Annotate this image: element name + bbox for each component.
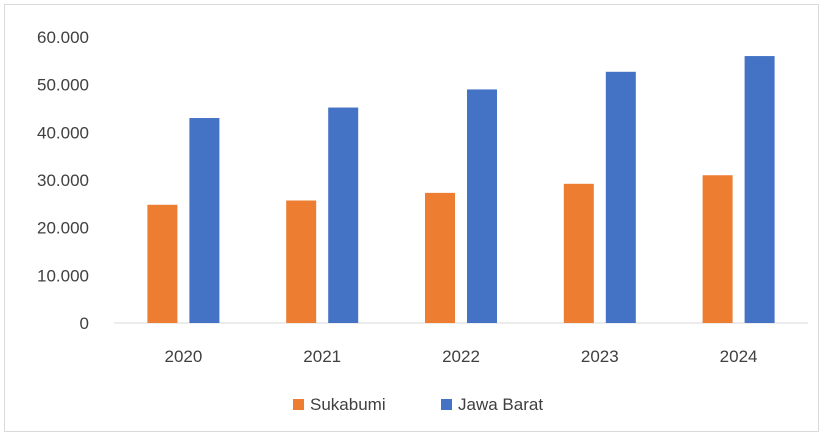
bar-sukabumi-2020 [147,204,178,323]
x-tick-label: 2023 [581,347,619,366]
legend-label-jawa-barat: Jawa Barat [458,395,543,414]
legend-label-sukabumi: Sukabumi [310,395,386,414]
x-tick-label: 2021 [303,347,341,366]
x-tick-label: 2022 [442,347,480,366]
y-tick-label: 0 [80,314,89,333]
bar-jawa-barat-2024 [744,56,775,324]
x-tick-label: 2020 [164,347,202,366]
bar-jawa-barat-2022 [467,89,497,323]
x-axis-ticks: 2020 2021 2022 2023 2024 [164,347,757,366]
bar-jawa-barat-2021 [328,107,359,324]
y-tick-label: 40.000 [37,123,89,142]
chart-frame [4,4,819,432]
y-tick-label: 50.000 [37,76,89,95]
legend-swatch-jawa-barat [441,399,452,410]
x-tick-label: 2024 [720,347,758,366]
legend-swatch-sukabumi [293,399,304,410]
bar-jawa-barat-2023 [605,71,636,324]
bar-sukabumi-2021 [286,200,317,323]
bar-sukabumi-2023 [563,183,594,323]
y-tick-label: 10.000 [37,266,89,285]
legend: Sukabumi Jawa Barat [293,395,543,414]
bar-sukabumi-2022 [425,192,455,323]
bar-sukabumi-2024 [702,175,733,323]
bars [147,56,775,324]
y-tick-label: 60.000 [37,28,89,47]
bar-jawa-barat-2020 [189,118,220,324]
y-tick-label: 30.000 [37,171,89,190]
y-axis-ticks: 0 10.000 20.000 30.000 40.000 50.000 60.000 [37,28,89,333]
y-tick-label: 20.000 [37,219,89,238]
